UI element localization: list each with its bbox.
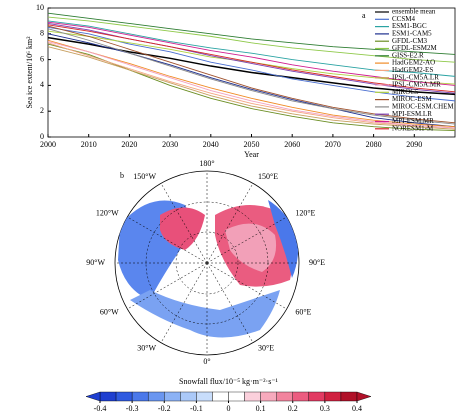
colorbar-tick-label: -0.2 — [158, 404, 171, 413]
panel-label: a — [362, 11, 366, 20]
meridian — [206, 183, 254, 264]
y-tick-label: 10 — [36, 3, 44, 12]
y-tick-label: 4 — [40, 80, 44, 89]
y-axis-label: Sea ice extent/10⁶ km² — [25, 36, 34, 109]
legend-label: HadGEM2-ES — [392, 66, 433, 74]
x-tick-label: 2070 — [325, 140, 341, 149]
colorbar-cell — [308, 391, 326, 402]
meridian — [206, 262, 287, 310]
colorbar-tick-label: -0.3 — [126, 404, 139, 413]
meridian — [206, 262, 254, 343]
series-line — [47, 41, 456, 129]
colorbar-cell — [276, 391, 293, 402]
colorbar-cell — [131, 391, 149, 402]
y-tick-label: 6 — [40, 54, 44, 63]
x-tick-label: 2000 — [40, 140, 56, 149]
legend-label: GFDL-ESM2M — [392, 44, 438, 52]
y-tick-label: 2 — [40, 106, 44, 115]
x-tick-label: 2060 — [284, 140, 300, 149]
legend-label: ESM1-CAM5 — [392, 30, 432, 38]
series-line — [47, 46, 456, 130]
x-tick-label: 2020 — [121, 140, 137, 149]
legend-label: MPI-ESM.MR — [392, 117, 434, 125]
series-line — [47, 42, 456, 129]
red-region — [225, 223, 277, 272]
legend-label: CCSM4 — [392, 15, 415, 23]
meridian — [127, 262, 208, 310]
y-tick-label: 8 — [40, 29, 44, 38]
legend-label: MIROC-ESM — [392, 95, 432, 103]
meridian — [160, 183, 208, 264]
x-axis-label: Year — [244, 150, 259, 159]
legend-label: GFDL-CM3 — [392, 37, 428, 45]
colorbar-tick-label: -0.4 — [94, 404, 107, 413]
panel-label: b — [120, 171, 124, 180]
colorbar-tick-label: 0 — [227, 404, 231, 413]
colorbar-cell — [260, 391, 277, 402]
colorbar-tick-label: 0.2 — [288, 404, 298, 413]
colorbar-extension — [356, 391, 372, 402]
legend-label: MPI-ESM.LR — [392, 110, 432, 118]
colorbar-cell — [180, 391, 197, 402]
longitude-label: 120°E — [295, 208, 315, 217]
colorbar-cell — [228, 391, 245, 402]
longitude-label: 30°E — [258, 344, 274, 353]
x-tick-label: 2080 — [366, 140, 382, 149]
longitude-label: 90°E — [309, 258, 325, 267]
colorbar-label: Snowfall flux/10⁻⁵ kg·m⁻²·s⁻¹ — [179, 377, 279, 386]
colorbar-tick-label: 0.4 — [352, 404, 362, 413]
blue-region — [268, 200, 299, 278]
colorbar-cell — [164, 391, 181, 402]
longitude-label: 150°W — [133, 172, 156, 181]
legend-label: MIROC5 — [392, 88, 419, 96]
legend-label: IPSL-CM5A.LR — [392, 73, 439, 81]
series-line — [47, 16, 456, 63]
colorbar-tick-label: -0.1 — [190, 404, 203, 413]
colorbar-extension — [85, 391, 101, 402]
legend-label: GISS-E2.R — [392, 51, 424, 59]
meridian — [206, 216, 287, 264]
series-line — [47, 25, 456, 124]
colorbar-cell — [324, 391, 342, 402]
longitude-label: 150°E — [258, 172, 278, 181]
longitude-label: 30°W — [137, 344, 156, 353]
legend-label: MIROC-ESM.CHEM — [392, 103, 454, 111]
colorbar-tick-label: 0.3 — [320, 404, 330, 413]
blue-region — [130, 290, 280, 338]
colorbar-cell — [292, 391, 310, 402]
legend-label: NORESM1-M — [392, 124, 434, 132]
legend-label: IPSL-CM5A.MR — [392, 81, 441, 89]
x-tick-label: 2050 — [244, 140, 260, 149]
longitude-label: 0° — [203, 357, 210, 366]
colorbar-cell — [212, 391, 229, 402]
longitude-label: 180° — [199, 159, 214, 168]
longitude-label: 60°E — [295, 307, 311, 316]
colorbar-cell — [99, 391, 117, 402]
colorbar-cell — [340, 391, 358, 402]
x-tick-label: 2090 — [406, 140, 422, 149]
x-tick-label: 2040 — [203, 140, 219, 149]
longitude-label: 60°W — [100, 307, 119, 316]
colorbar-cell — [244, 391, 261, 402]
legend-label: HadGEM2-AO — [392, 59, 435, 67]
colorbar-tick-label: 0.1 — [256, 404, 266, 413]
latitude-circle — [175, 231, 239, 295]
series-line — [47, 28, 456, 125]
legend-label: ensemble mean — [392, 8, 436, 16]
x-tick-label: 2030 — [162, 140, 178, 149]
y-tick-label: 0 — [40, 132, 44, 141]
meridian — [160, 262, 208, 343]
colorbar-cell — [115, 391, 133, 402]
x-tick-label: 2010 — [81, 140, 97, 149]
legend-label: ESM1-BGC — [392, 22, 427, 30]
series-line — [47, 12, 456, 55]
meridian — [127, 216, 208, 264]
colorbar-cell — [147, 391, 165, 402]
series-line — [47, 33, 456, 128]
red-region — [160, 207, 205, 250]
colorbar-cell — [196, 391, 213, 402]
longitude-label: 120°W — [96, 208, 119, 217]
longitude-label: 90°W — [86, 258, 105, 267]
